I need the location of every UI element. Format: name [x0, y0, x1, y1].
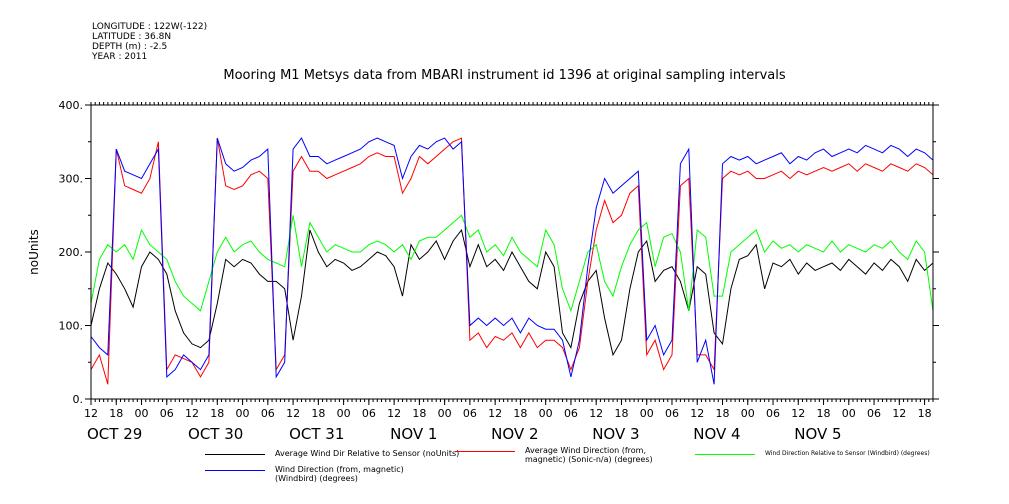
legend-swatch-black [205, 454, 265, 455]
series-line-1 [90, 137, 934, 385]
x-tick-label: 06 [261, 407, 275, 420]
x-tick-label: 18 [817, 407, 831, 420]
x-tick-label: 06 [160, 407, 174, 420]
depth-text: DEPTH (m) : -2.5 [92, 42, 168, 52]
x-date-label: NOV 2 [491, 425, 538, 443]
x-date-label: NOV 4 [693, 425, 740, 443]
x-date-label: OCT 31 [289, 425, 344, 443]
metadata-block: LONGITUDE : 122W(-122) LATITUDE : 36.8N … [92, 22, 207, 62]
x-tick-label: 18 [614, 407, 628, 420]
x-tick-label: 18 [311, 407, 325, 420]
x-tick-label: 12 [690, 407, 704, 420]
x-tick-label: 06 [564, 407, 578, 420]
x-tick-label: 12 [892, 407, 906, 420]
x-date-label: OCT 30 [188, 425, 243, 443]
legend-label-black: Average Wind Dir Relative to Sensor (noU… [275, 449, 460, 458]
series-line-3 [90, 137, 934, 385]
legend-label-red: Average Wind Direction (from, magnetic) … [525, 446, 653, 464]
legend-swatch-red [455, 451, 515, 452]
latitude-text: LATITUDE : 36.8N [92, 32, 172, 42]
x-tick-label: 18 [918, 407, 932, 420]
y-tick-label: 0. [73, 393, 84, 406]
x-tick-label: 00 [438, 407, 452, 420]
x-tick-label: 18 [412, 407, 426, 420]
x-tick-label: 18 [210, 407, 224, 420]
x-date-label: OCT 29 [87, 425, 142, 443]
x-tick-label: 12 [589, 407, 603, 420]
series-line-0 [90, 228, 934, 357]
y-tick-label: 200. [59, 246, 84, 259]
x-tick-label: 06 [463, 407, 477, 420]
x-tick-label: 18 [513, 407, 527, 420]
x-tick-label: 18 [109, 407, 123, 420]
legend-swatch-green [695, 454, 755, 455]
x-tick-label: 00 [741, 407, 755, 420]
x-date-label: NOV 1 [390, 425, 437, 443]
legend-swatch-blue [205, 470, 265, 471]
x-tick-label: 12 [84, 407, 98, 420]
x-tick-label: 06 [362, 407, 376, 420]
legend-label-green: Wind Direction Relative to Sensor (Windb… [765, 450, 930, 457]
x-tick-label: 12 [185, 407, 199, 420]
x-tick-label: 00 [640, 407, 654, 420]
x-tick-label: 06 [867, 407, 881, 420]
y-tick-label: 100. [59, 320, 84, 333]
x-tick-label: 12 [791, 407, 805, 420]
year-text: YEAR : 2011 [92, 52, 148, 62]
x-tick-label: 18 [716, 407, 730, 420]
x-tick-label: 12 [488, 407, 502, 420]
legend-entry-black: Average Wind Dir Relative to Sensor (noU… [205, 449, 459, 458]
y-tick-label: 400. [59, 99, 84, 112]
y-tick-label: 300. [59, 173, 84, 186]
legend-entry-green: Wind Direction Relative to Sensor (Windb… [695, 449, 930, 458]
x-tick-label: 12 [387, 407, 401, 420]
series-line-2 [90, 214, 934, 313]
x-tick-label: 00 [842, 407, 856, 420]
x-tick-label: 00 [337, 407, 351, 420]
x-tick-label: 06 [766, 407, 780, 420]
x-tick-label: 00 [539, 407, 553, 420]
legend-entry-red: Average Wind Direction (from, magnetic) … [455, 446, 675, 464]
chart-title: Mooring M1 Metsys data from MBARI instru… [223, 68, 786, 83]
legend-entry-blue: Wind Direction (from, magnetic) (Windbir… [205, 465, 425, 483]
x-tick-label: 00 [135, 407, 149, 420]
x-tick-label: 12 [286, 407, 300, 420]
x-date-label: NOV 5 [794, 425, 841, 443]
x-tick-label: 00 [236, 407, 250, 420]
x-tick-label: 06 [665, 407, 679, 420]
x-date-label: NOV 3 [592, 425, 639, 443]
legend-label-blue: Wind Direction (from, magnetic) (Windbir… [275, 465, 404, 483]
longitude-text: LONGITUDE : 122W(-122) [92, 22, 208, 32]
